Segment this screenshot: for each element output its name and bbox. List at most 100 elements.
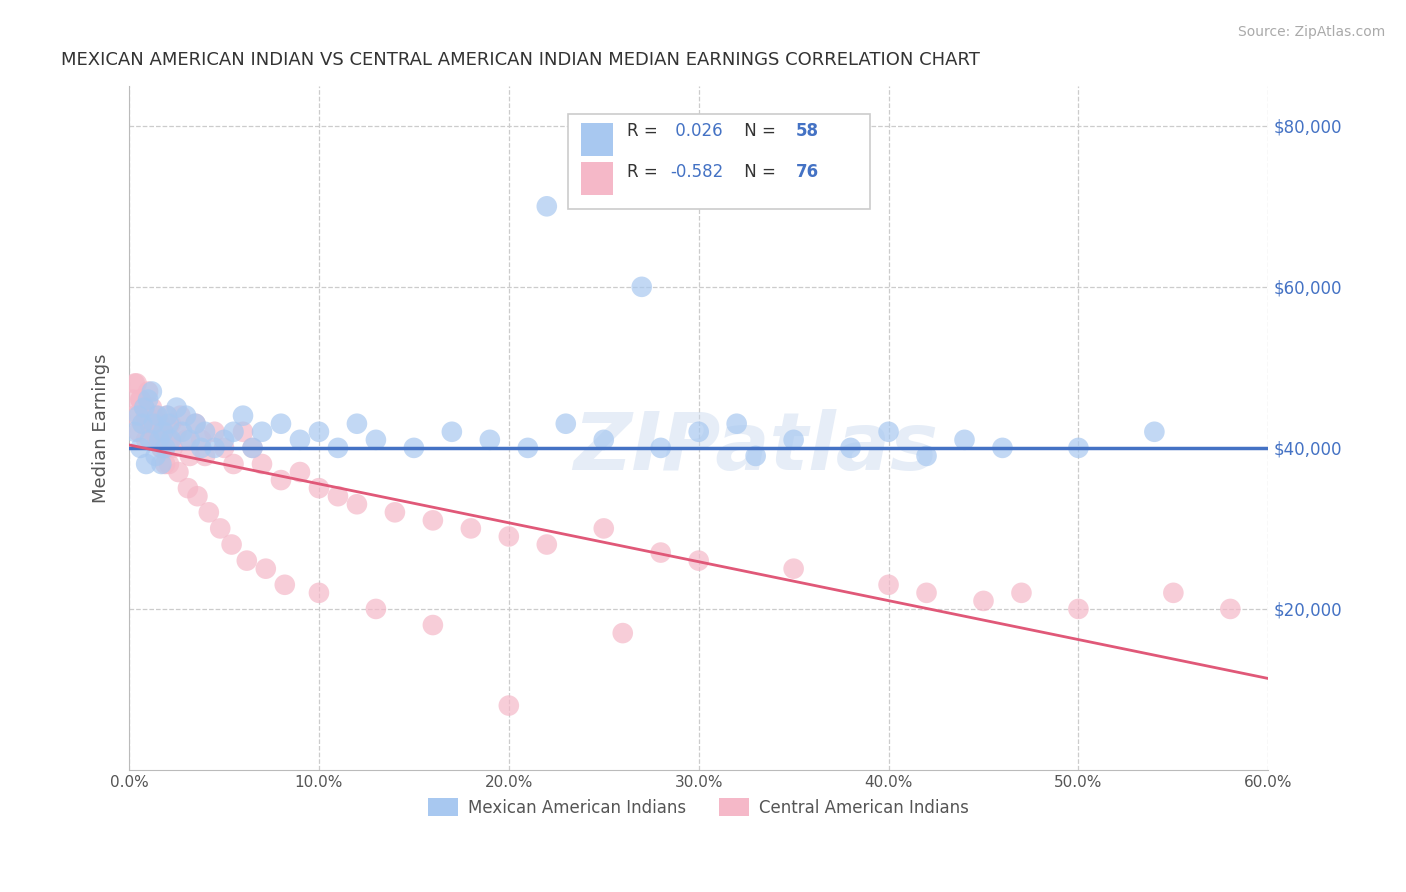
Point bbox=[152, 425, 174, 439]
Point bbox=[156, 409, 179, 423]
Point bbox=[157, 433, 180, 447]
Point bbox=[167, 465, 190, 479]
Point bbox=[177, 481, 200, 495]
Point bbox=[169, 409, 191, 423]
Point bbox=[124, 425, 146, 439]
Point bbox=[250, 425, 273, 439]
Point bbox=[179, 449, 201, 463]
Point bbox=[402, 441, 425, 455]
Text: -0.582: -0.582 bbox=[671, 163, 724, 181]
Point bbox=[174, 409, 197, 423]
Point bbox=[124, 376, 146, 391]
Point bbox=[136, 392, 159, 407]
Point bbox=[384, 505, 406, 519]
Text: R =: R = bbox=[627, 163, 662, 181]
Point bbox=[270, 417, 292, 431]
Point bbox=[650, 441, 672, 455]
Point bbox=[135, 409, 157, 423]
Point bbox=[135, 457, 157, 471]
Point bbox=[150, 441, 173, 455]
Point bbox=[422, 618, 444, 632]
Point bbox=[744, 449, 766, 463]
Point bbox=[877, 578, 900, 592]
Text: MEXICAN AMERICAN INDIAN VS CENTRAL AMERICAN INDIAN MEDIAN EARNINGS CORRELATION C: MEXICAN AMERICAN INDIAN VS CENTRAL AMERI… bbox=[60, 51, 980, 69]
FancyBboxPatch shape bbox=[581, 123, 613, 156]
Point bbox=[134, 401, 156, 415]
Point bbox=[146, 433, 169, 447]
Point bbox=[131, 417, 153, 431]
Point bbox=[498, 698, 520, 713]
FancyBboxPatch shape bbox=[581, 162, 613, 195]
Point bbox=[1067, 441, 1090, 455]
Text: 58: 58 bbox=[796, 122, 818, 140]
Point bbox=[592, 521, 614, 535]
Point bbox=[915, 449, 938, 463]
Point bbox=[274, 578, 297, 592]
Point bbox=[122, 392, 145, 407]
Point bbox=[288, 465, 311, 479]
Point bbox=[204, 441, 226, 455]
Point bbox=[212, 433, 235, 447]
Point bbox=[129, 392, 152, 407]
Point bbox=[650, 545, 672, 559]
Point bbox=[592, 433, 614, 447]
Point bbox=[422, 513, 444, 527]
Point bbox=[1067, 602, 1090, 616]
FancyBboxPatch shape bbox=[568, 114, 869, 209]
Point bbox=[131, 417, 153, 431]
Point bbox=[174, 433, 197, 447]
Point bbox=[516, 441, 538, 455]
Point bbox=[1143, 425, 1166, 439]
Point bbox=[190, 433, 212, 447]
Text: 76: 76 bbox=[796, 163, 818, 181]
Point bbox=[308, 586, 330, 600]
Y-axis label: Median Earnings: Median Earnings bbox=[93, 353, 110, 502]
Point bbox=[172, 425, 194, 439]
Point bbox=[236, 554, 259, 568]
Point bbox=[478, 433, 501, 447]
Point bbox=[148, 417, 170, 431]
Point bbox=[134, 401, 156, 415]
Point bbox=[973, 594, 995, 608]
Point bbox=[129, 392, 152, 407]
Legend: Mexican American Indians, Central American Indians: Mexican American Indians, Central Americ… bbox=[422, 791, 976, 823]
Point bbox=[148, 433, 170, 447]
Point bbox=[150, 441, 173, 455]
Point bbox=[222, 457, 245, 471]
Point bbox=[184, 417, 207, 431]
Point bbox=[782, 433, 804, 447]
Point bbox=[204, 425, 226, 439]
Point bbox=[915, 586, 938, 600]
Point bbox=[142, 417, 165, 431]
Point bbox=[364, 433, 387, 447]
Point bbox=[326, 441, 349, 455]
Point bbox=[166, 425, 188, 439]
Point bbox=[877, 425, 900, 439]
Point bbox=[242, 441, 264, 455]
Point bbox=[157, 457, 180, 471]
Point bbox=[190, 441, 212, 455]
Point bbox=[209, 521, 232, 535]
Point bbox=[288, 433, 311, 447]
Text: 0.026: 0.026 bbox=[671, 122, 723, 140]
Point bbox=[139, 433, 162, 447]
Point bbox=[128, 425, 150, 439]
Point bbox=[536, 537, 558, 551]
Point bbox=[630, 280, 652, 294]
Point bbox=[125, 376, 148, 391]
Point bbox=[145, 409, 167, 423]
Point bbox=[145, 449, 167, 463]
Point bbox=[157, 417, 180, 431]
Point bbox=[839, 441, 862, 455]
Point bbox=[160, 417, 183, 431]
Point bbox=[364, 602, 387, 616]
Point bbox=[536, 199, 558, 213]
Point bbox=[232, 409, 254, 423]
Point bbox=[128, 409, 150, 423]
Point bbox=[146, 409, 169, 423]
Point bbox=[242, 441, 264, 455]
Point bbox=[142, 425, 165, 439]
Point bbox=[142, 425, 165, 439]
Point bbox=[953, 433, 976, 447]
Text: N =: N = bbox=[738, 163, 780, 181]
